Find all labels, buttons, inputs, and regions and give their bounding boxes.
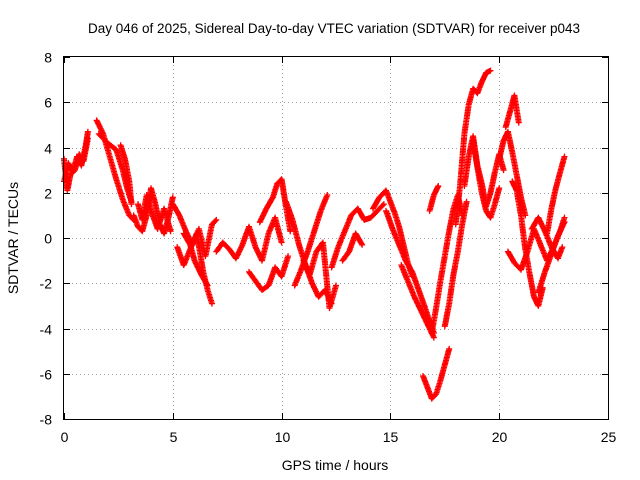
- series-track-15: [291, 192, 331, 289]
- x-tick-label: 5: [170, 429, 178, 445]
- series-markers: [213, 214, 285, 264]
- series-track-4: [95, 130, 135, 205]
- series-track-31: [509, 178, 546, 309]
- series-markers: [509, 178, 546, 309]
- series-markers: [544, 153, 568, 237]
- series-track-5: [117, 142, 135, 208]
- series-markers: [95, 130, 135, 205]
- series-markers: [398, 262, 437, 341]
- y-tick-label: -4: [40, 322, 53, 338]
- series-track-18: [339, 230, 366, 264]
- y-tick-label: -2: [40, 276, 53, 292]
- series-markers: [383, 207, 437, 336]
- series-track-16: [300, 239, 339, 312]
- series-track-20: [383, 207, 437, 336]
- y-tick-label: 0: [44, 231, 52, 247]
- series-track-22: [420, 345, 453, 402]
- series-track-25: [441, 198, 470, 330]
- series-markers: [502, 92, 522, 131]
- series-track-28: [470, 137, 503, 221]
- series-markers: [426, 183, 442, 214]
- data-points: [61, 67, 568, 402]
- series-markers: [420, 345, 453, 402]
- series-track-10: [180, 230, 211, 289]
- series-markers: [300, 239, 339, 312]
- series-markers: [135, 192, 174, 235]
- series-markers: [117, 142, 135, 208]
- y-tick-label: 6: [44, 95, 52, 111]
- y-tick-label: 4: [44, 141, 52, 157]
- x-axis-label: GPS time / hours: [282, 457, 389, 473]
- series-track-21: [398, 262, 437, 341]
- series-markers: [441, 198, 470, 330]
- series-markers: [496, 128, 529, 219]
- y-tick-label: -8: [40, 412, 53, 428]
- series-track-24: [426, 183, 442, 214]
- x-tick-label: 20: [492, 429, 508, 445]
- series-track-35: [535, 219, 568, 296]
- series-markers: [328, 201, 387, 271]
- y-tick-label: -6: [40, 367, 53, 383]
- chart-title: Day 046 of 2025, Sidereal Day-to-day VTE…: [88, 21, 580, 36]
- series-track-34: [544, 153, 568, 237]
- series-track-7: [135, 192, 174, 235]
- plot-frame: [63, 56, 609, 420]
- series-track-26: [452, 67, 494, 228]
- series-markers: [180, 230, 211, 289]
- x-tick-label: 10: [275, 429, 291, 445]
- series-track-12: [246, 253, 292, 293]
- series-track-11: [213, 214, 285, 264]
- series-markers: [470, 137, 503, 221]
- series-markers: [339, 230, 366, 264]
- series-markers: [452, 67, 494, 228]
- series-track-29: [496, 128, 529, 219]
- series-markers: [291, 192, 331, 289]
- series-markers: [246, 253, 292, 293]
- x-tick-label: 0: [61, 429, 69, 445]
- series-markers: [535, 219, 568, 296]
- y-tick-label: 8: [44, 50, 52, 66]
- x-tick-label: 25: [601, 429, 617, 445]
- axis-ticks: [64, 57, 609, 420]
- y-axis-label: SDTVAR / TECUs: [5, 182, 21, 294]
- series-track-30: [502, 92, 522, 131]
- x-tick-labels: 0 5 10 15 20 25: [61, 429, 617, 445]
- series-track-17: [328, 201, 387, 271]
- y-tick-label: 2: [44, 186, 52, 202]
- y-tick-labels: -8 -6 -4 -2 0 2 4 6 8: [40, 50, 53, 428]
- x-tick-label: 15: [383, 429, 399, 445]
